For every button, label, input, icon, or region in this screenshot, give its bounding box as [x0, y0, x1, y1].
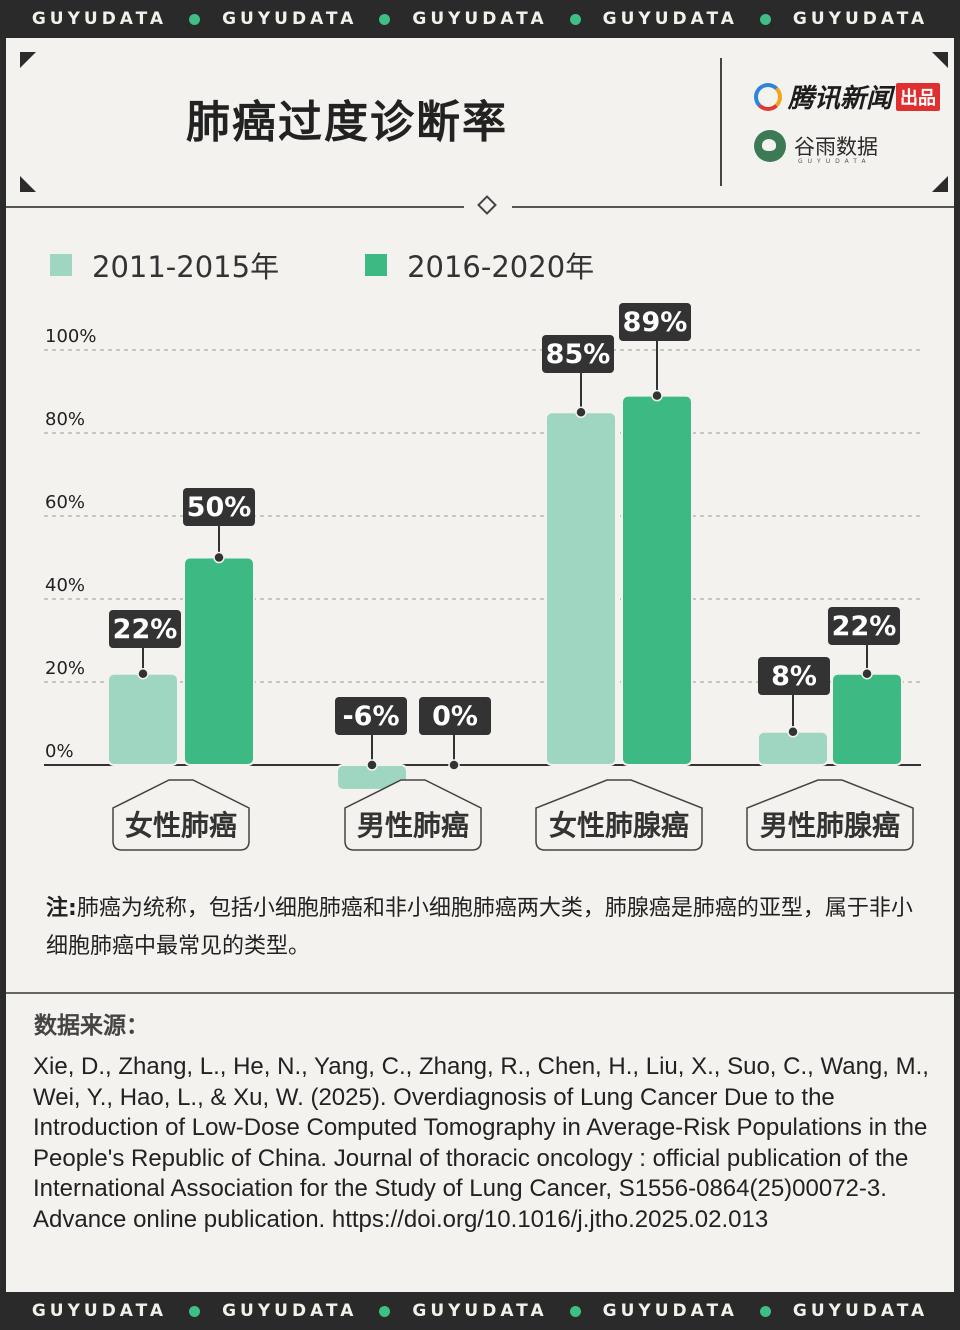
bar-chart: 0% 20% 40% 60% 80% 100% 22% 50% 女性肺癌 -6% 0% 男性肺癌 85%…	[44, 303, 921, 851]
category-label: 女性肺腺癌	[549, 809, 689, 842]
data-label-box	[758, 657, 830, 695]
y-tick-label: 0%	[45, 741, 74, 762]
banner-text: GUYUDATA	[222, 9, 358, 29]
note-text: 肺癌为统称，包括小细胞肺癌和非小细胞肺癌两大类，肺腺癌是肺癌的亚型，属于非小细胞…	[46, 896, 913, 959]
banner-text: GUYUDATA	[792, 9, 929, 29]
brand-tencent-news: 腾讯新闻 出品	[754, 78, 941, 115]
data-label: 0%	[432, 701, 478, 732]
banner-text: GUYUDATA	[792, 1301, 929, 1321]
banner-text: GUYUDATA	[31, 9, 168, 29]
note-prefix: 注:	[46, 896, 77, 921]
banner-text: GUYUDATA	[31, 1301, 168, 1321]
source-divider	[6, 992, 954, 994]
legend: 2011-2015年 2016-2020年	[50, 244, 680, 286]
brand-secondary-sub: GUYUDATA	[798, 158, 871, 165]
data-label-box	[542, 335, 614, 373]
chart-note: 注:肺癌为统称，包括小细胞肺癌和非小细胞肺癌两大类，肺腺癌是肺癌的亚型，属于非小…	[46, 890, 926, 966]
category-tab	[112, 779, 250, 851]
top-banner: GUYUDATA GUYUDATA GUYUDATA GUYUDATA GUYUDATA	[0, 0, 960, 38]
bar	[831, 672, 903, 767]
bottom-banner: GUYUDATA GUYUDATA GUYUDATA GUYUDATA GUYUDATA	[0, 1292, 960, 1330]
label-anchor-dot	[651, 389, 663, 402]
source-title: 数据来源：	[34, 1013, 149, 1039]
banner-dot-icon	[569, 1305, 581, 1317]
bar	[183, 556, 255, 766]
label-anchor-dot	[366, 759, 378, 771]
label-anchor-dot	[787, 726, 799, 738]
legend-label: 2011-2015年	[92, 250, 280, 284]
corner-mark	[20, 176, 36, 192]
y-tick-label: 40%	[45, 575, 85, 596]
banner-text: GUYUDATA	[412, 1301, 548, 1321]
banner-text: GUYUDATA	[602, 9, 738, 29]
brand-primary-tag: 出品	[896, 82, 941, 111]
banner-dot-icon	[569, 13, 581, 25]
divider-line	[6, 206, 464, 208]
tencent-news-logo-icon	[754, 82, 782, 111]
category-tab	[344, 779, 482, 851]
legend-label: 2016-2020年	[407, 250, 595, 284]
data-label: 85%	[546, 339, 611, 370]
brand-secondary-name: 谷雨数据	[794, 135, 878, 159]
corner-mark	[932, 52, 948, 68]
data-label-box	[335, 697, 407, 735]
divider-line	[512, 206, 954, 208]
banner-dot-icon	[379, 1305, 391, 1317]
banner-dot-icon	[759, 13, 771, 25]
chart-title: 肺癌过度诊断率	[186, 97, 508, 148]
banner-dot-icon	[189, 13, 201, 25]
category-tab	[535, 779, 703, 851]
brand-primary-name: 腾讯新闻	[788, 84, 893, 114]
banner-text: GUYUDATA	[222, 1301, 358, 1321]
corner-mark	[20, 52, 36, 68]
banner-dot-icon	[379, 13, 391, 25]
data-label-box	[828, 607, 900, 645]
data-label: 50%	[187, 492, 252, 523]
bar	[545, 411, 617, 766]
data-label-box	[619, 303, 691, 341]
corner-mark	[932, 176, 948, 192]
data-label: 22%	[832, 611, 897, 642]
content-panel: 肺癌过度诊断率 腾讯新闻 出品 谷雨数据 GUYUDATA 2011-2015年…	[6, 38, 954, 1292]
category-label: 女性肺癌	[125, 809, 237, 842]
legend-item: 2016-2020年	[365, 244, 594, 286]
label-anchor-dot	[137, 667, 149, 680]
label-anchor-dot	[448, 759, 460, 771]
label-anchor-dot	[575, 406, 587, 418]
header-divider	[720, 58, 722, 186]
legend-swatch-dark	[365, 254, 388, 276]
category-label: 男性肺癌	[357, 809, 469, 842]
data-label: 22%	[113, 614, 178, 645]
data-label-box	[109, 610, 181, 648]
data-label: 89%	[623, 307, 688, 338]
banner-text: GUYUDATA	[602, 1301, 738, 1321]
legend-swatch-light	[50, 254, 72, 276]
category-label: 男性肺腺癌	[760, 809, 900, 842]
y-tick-label: 100%	[45, 326, 96, 347]
y-tick-label: 20%	[45, 658, 85, 679]
y-tick-label: 60%	[45, 492, 85, 513]
data-label-box	[419, 697, 491, 735]
y-tick-label: 80%	[45, 409, 85, 430]
category-tab	[746, 779, 914, 851]
data-label: 8%	[771, 661, 817, 692]
banner-dot-icon	[189, 1305, 201, 1317]
banner-dot-icon	[759, 1305, 771, 1317]
brand-guyu-data: 谷雨数据 GUYUDATA	[754, 130, 878, 165]
bar	[621, 394, 693, 766]
bar	[107, 672, 179, 767]
data-label: -6%	[342, 701, 399, 732]
label-anchor-dot	[213, 551, 225, 564]
legend-item: 2011-2015年	[50, 244, 279, 286]
banner-text: GUYUDATA	[412, 9, 548, 29]
data-label-box	[183, 488, 255, 526]
guyu-bird-logo-icon	[754, 130, 786, 162]
label-anchor-dot	[861, 667, 873, 680]
source-citation: Xie, D., Zhang, L., He, N., Yang, C., Zh…	[33, 1053, 929, 1233]
